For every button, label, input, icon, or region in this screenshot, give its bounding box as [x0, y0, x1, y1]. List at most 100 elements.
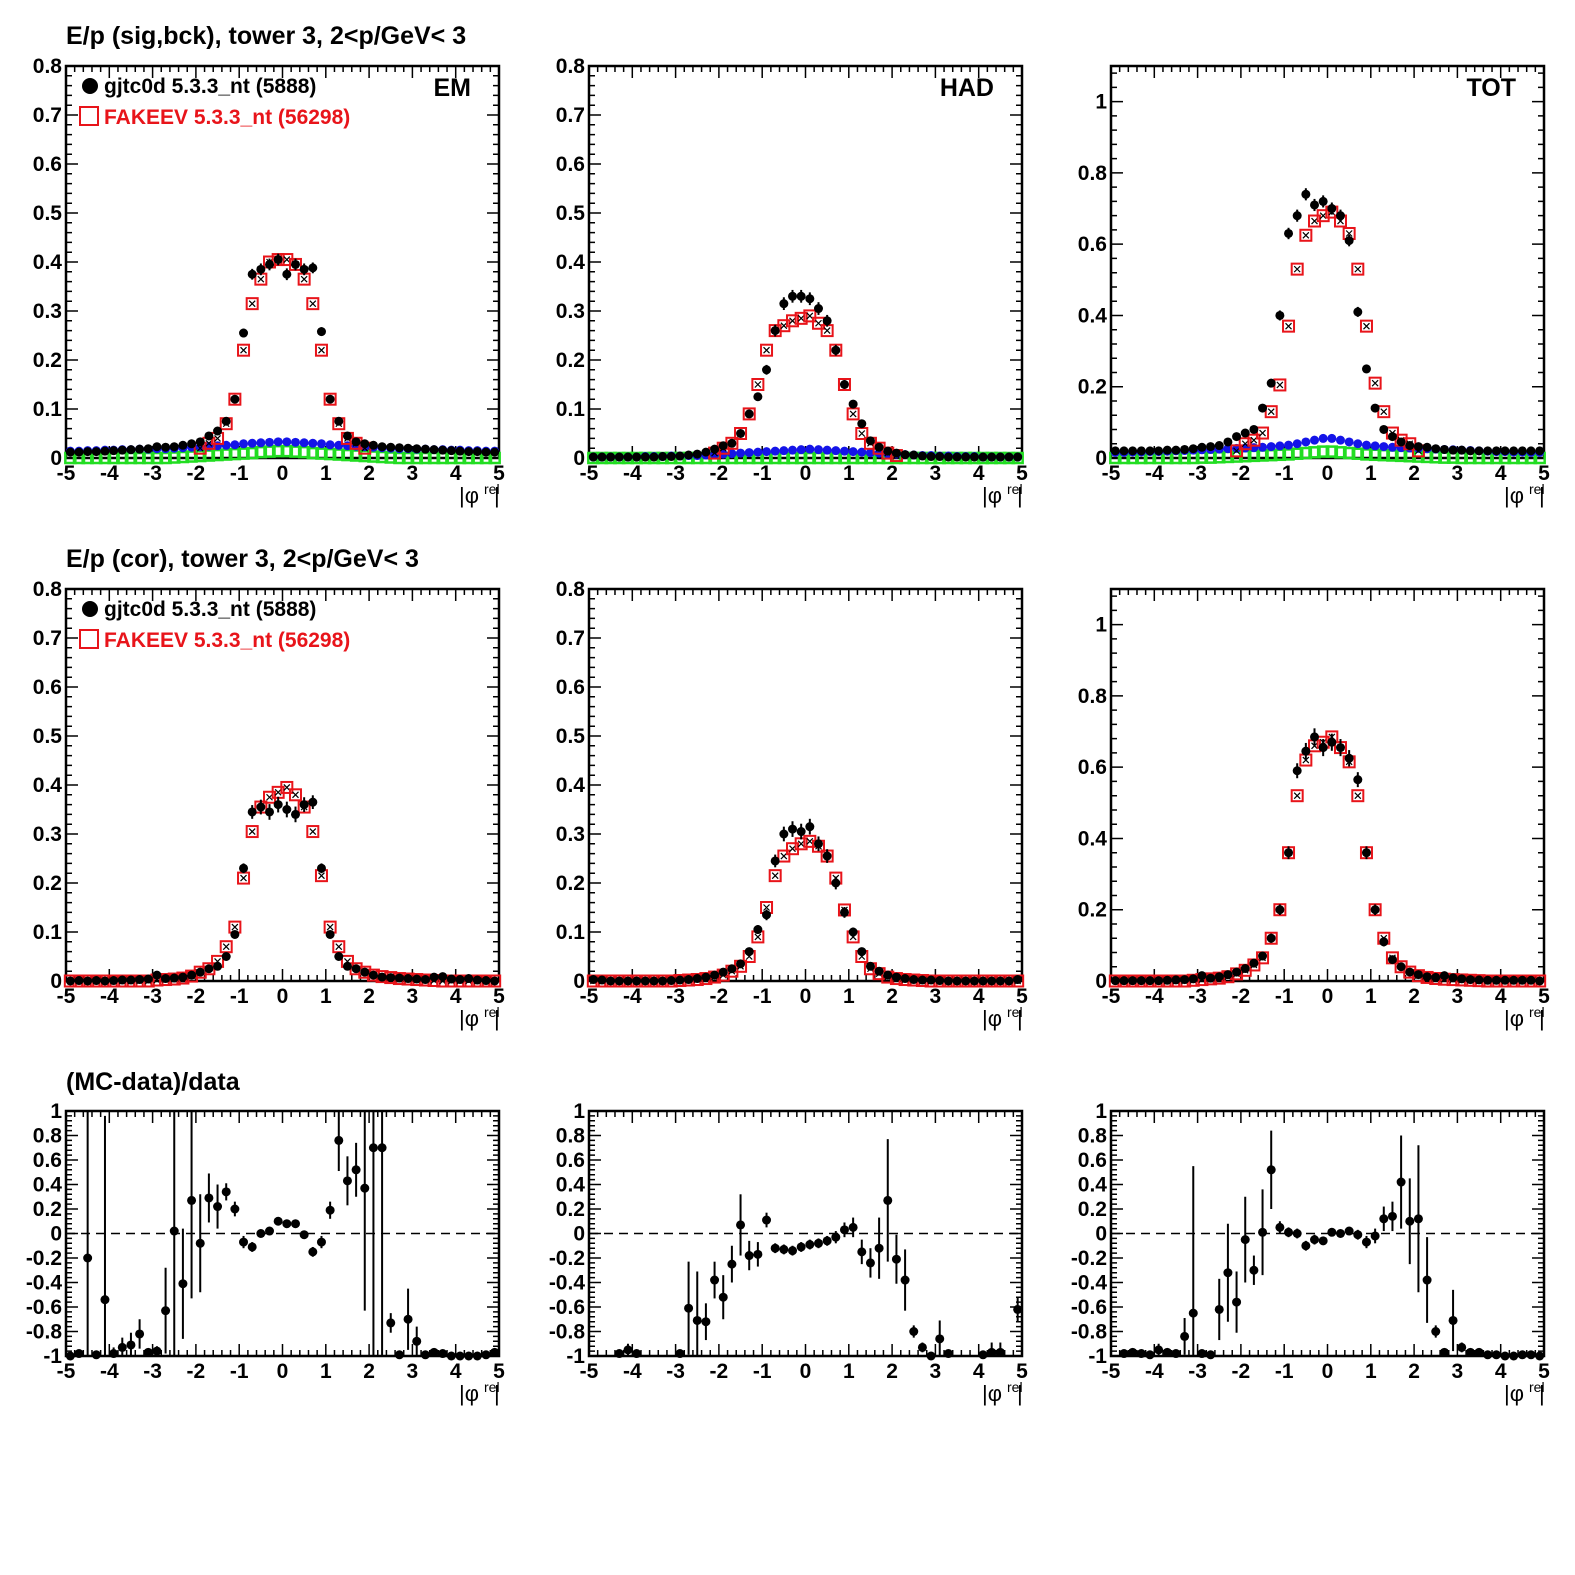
data-point [1405, 1216, 1415, 1226]
mc-point [1351, 262, 1365, 276]
data-point [805, 1240, 815, 1250]
x-axis-title-superscript: rel [1529, 481, 1545, 497]
y-tick-label: 0.3 [556, 300, 585, 323]
y-tick-label: -0.4 [549, 1272, 586, 1295]
data-point [796, 1242, 806, 1252]
y-tick-label: 0.1 [33, 921, 63, 944]
data-point [490, 976, 500, 986]
x-tick-label: -1 [230, 985, 249, 1008]
background-data-point [813, 445, 823, 455]
data-point [1249, 958, 1259, 968]
data-point [865, 436, 875, 446]
x-tick-label: -1 [230, 462, 249, 485]
data-point [117, 445, 127, 455]
background-data-point [753, 447, 763, 457]
data-point [701, 1317, 711, 1327]
chart-panel-em-ratio: -5 -4 -3 -2 -1 0 1 2 3 4 5-1-0.8-0.6-0.4-0.200.20.… [26, 1100, 505, 1406]
data-point [143, 444, 153, 454]
y-tick-label: 0.8 [556, 55, 586, 78]
mc-point-cross [283, 784, 291, 791]
data-point [420, 975, 430, 985]
mc-point [742, 407, 756, 421]
data-point [943, 976, 953, 986]
data-point [640, 976, 650, 986]
data-point [230, 1204, 240, 1214]
x-axis-title: |φ [1504, 1006, 1524, 1031]
x-tick-label: 2 [363, 1360, 375, 1383]
data-point [368, 440, 378, 450]
data-point [727, 438, 737, 448]
chart-panel-had: -5 -4 -3 -2 -1 0 1 2 3 4 5 0 0.1 0.2 0.3 0.4 0.5 0.6 0.7 0.… [556, 55, 1028, 508]
x-axis-title-superscript: rel [1007, 481, 1023, 497]
data-point [368, 1143, 378, 1153]
data-point [429, 445, 439, 455]
y-tick-label: 0.5 [556, 725, 586, 748]
data-point [273, 800, 283, 810]
y-tick-label: 0.8 [1078, 685, 1108, 708]
data-point [455, 975, 465, 985]
data-point [1206, 1350, 1216, 1360]
data-point [386, 973, 396, 983]
data-point [839, 380, 849, 389]
mc-point [314, 343, 328, 357]
y-tick-label: -0.2 [26, 1247, 62, 1270]
x-axis-title: |φ [982, 483, 1002, 508]
y-tick-label: -0.2 [549, 1247, 585, 1270]
x-tick-label: 0 [800, 985, 812, 1008]
y-tick-label: 0.4 [33, 774, 63, 797]
x-tick-label: 4 [1495, 462, 1507, 485]
data-point [1180, 975, 1190, 985]
data-point [178, 1279, 188, 1289]
data-point [239, 1237, 249, 1247]
mc-point [1282, 319, 1296, 333]
data-point [1284, 1227, 1294, 1237]
x-tick-label: -2 [710, 1360, 729, 1383]
data-point [623, 452, 633, 462]
data-point [1197, 971, 1207, 981]
data-point [100, 446, 110, 456]
x-axis-title-close: | [1017, 1381, 1023, 1406]
mc-point-cross [1319, 212, 1327, 220]
data-point [1500, 1351, 1510, 1361]
data-point [351, 1165, 361, 1175]
data-point [1004, 452, 1014, 462]
data-point [1301, 1241, 1311, 1251]
x-tick-label: 5 [493, 1360, 505, 1383]
x-axis-title-close: | [1539, 1006, 1545, 1031]
legend-mc-marker [79, 106, 99, 126]
mc-point [245, 297, 259, 311]
background-data-point [239, 439, 249, 449]
data-point [753, 392, 763, 402]
data-point [472, 975, 482, 985]
data-point [429, 1347, 439, 1357]
data-point [282, 269, 292, 279]
data-point [117, 1342, 127, 1352]
legend-mc-marker [79, 629, 99, 649]
data-point [909, 450, 919, 460]
data-point [334, 416, 344, 426]
x-tick-label: 4 [450, 985, 462, 1008]
y-tick-label: 0.8 [556, 578, 586, 601]
data-point [917, 451, 927, 461]
data-point [1206, 973, 1216, 983]
data-point [100, 1295, 110, 1305]
x-tick-label: 4 [973, 1360, 985, 1383]
data-point [1431, 444, 1441, 454]
chart-panel-had-cor: -5 -4 -3 -2 -1 0 1 2 3 4 5 0 0.1 0.2 0.3 0.4 0.5 0.6 0.7 0.… [556, 578, 1028, 1031]
mc-point [1273, 903, 1287, 917]
data-point [1370, 1231, 1380, 1241]
mc-point [323, 392, 337, 406]
background-data-point [1275, 441, 1285, 451]
data-point [490, 1347, 500, 1357]
x-tick-label: 3 [407, 1360, 419, 1383]
data-point [91, 447, 101, 457]
mc-point-cross [1311, 217, 1318, 225]
legend-data-marker [82, 601, 98, 617]
data-point [831, 878, 841, 888]
x-axis-title-superscript: rel [1007, 1004, 1023, 1020]
x-tick-label: 0 [277, 1360, 289, 1383]
data-point [74, 976, 84, 986]
data-point [762, 910, 772, 920]
data-point [1240, 428, 1250, 438]
data-point [796, 827, 806, 837]
